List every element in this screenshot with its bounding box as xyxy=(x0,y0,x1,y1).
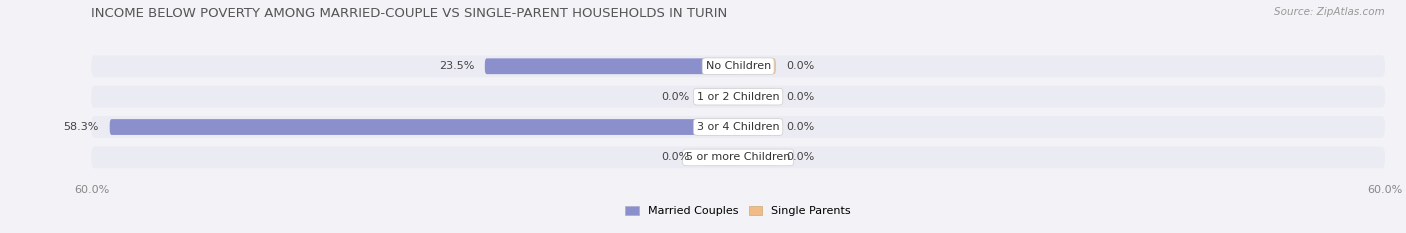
Text: No Children: No Children xyxy=(706,61,770,71)
FancyBboxPatch shape xyxy=(91,116,1385,138)
FancyBboxPatch shape xyxy=(91,147,1385,168)
Text: 0.0%: 0.0% xyxy=(661,152,689,162)
Text: 23.5%: 23.5% xyxy=(439,61,474,71)
FancyBboxPatch shape xyxy=(91,55,1385,77)
Text: 5 or more Children: 5 or more Children xyxy=(686,152,790,162)
Text: Source: ZipAtlas.com: Source: ZipAtlas.com xyxy=(1274,7,1385,17)
FancyBboxPatch shape xyxy=(700,150,738,165)
Text: 3 or 4 Children: 3 or 4 Children xyxy=(697,122,779,132)
FancyBboxPatch shape xyxy=(91,86,1385,108)
Text: 0.0%: 0.0% xyxy=(786,122,815,132)
FancyBboxPatch shape xyxy=(738,119,776,135)
Text: 1 or 2 Children: 1 or 2 Children xyxy=(697,92,779,102)
Text: INCOME BELOW POVERTY AMONG MARRIED-COUPLE VS SINGLE-PARENT HOUSEHOLDS IN TURIN: INCOME BELOW POVERTY AMONG MARRIED-COUPL… xyxy=(91,7,728,20)
FancyBboxPatch shape xyxy=(485,58,738,74)
FancyBboxPatch shape xyxy=(738,89,776,105)
Text: 58.3%: 58.3% xyxy=(63,122,98,132)
Legend: Married Couples, Single Parents: Married Couples, Single Parents xyxy=(621,202,855,221)
Text: 0.0%: 0.0% xyxy=(786,92,815,102)
Text: 0.0%: 0.0% xyxy=(661,92,689,102)
FancyBboxPatch shape xyxy=(738,58,776,74)
Text: 0.0%: 0.0% xyxy=(786,152,815,162)
FancyBboxPatch shape xyxy=(700,89,738,105)
FancyBboxPatch shape xyxy=(738,150,776,165)
FancyBboxPatch shape xyxy=(110,119,738,135)
Text: 0.0%: 0.0% xyxy=(786,61,815,71)
